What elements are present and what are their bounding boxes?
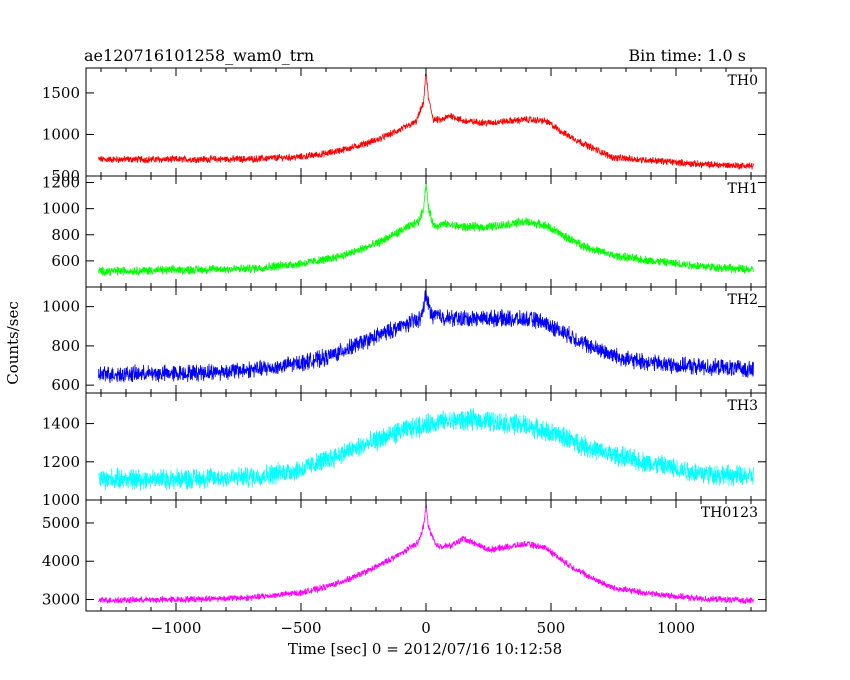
y-tick-label: 600 [51, 376, 80, 394]
series-line-th1 [98, 182, 754, 277]
y-tick-label: 1000 [42, 125, 80, 143]
y-tick-label: 4000 [42, 552, 80, 570]
panel-name-label: TH3 [728, 398, 758, 414]
panel-name-label: TH1 [728, 181, 758, 197]
y-axis-label: Counts/sec [4, 301, 22, 385]
panel-th1: 600 800 1000 1200 TH1 [42, 174, 767, 288]
x-tick-label: 500 [537, 619, 566, 637]
y-tick-label: 600 [51, 252, 80, 270]
y-tick-label: 1000 [42, 298, 80, 316]
panel-name-label: TH0123 [701, 505, 758, 521]
y-tick-label: 1400 [42, 415, 80, 433]
series-line-th0123 [98, 504, 754, 604]
x-tick-label: 1000 [657, 619, 695, 637]
panel-th0: 500 1000 1500 TH0 [42, 67, 767, 185]
panel-name-label: TH2 [728, 292, 758, 308]
y-tick-label: 800 [51, 337, 80, 355]
panel-th3: 1000 1200 1400 TH3 [42, 392, 767, 509]
x-tick-label: −1000 [151, 619, 202, 637]
y-tick-label: 1200 [42, 174, 80, 192]
y-tick-label: 1000 [42, 200, 80, 218]
panel-th2: 600 800 1000 TH2 [42, 286, 767, 394]
y-tick-label: 500 [51, 167, 80, 185]
y-tick-label: 800 [51, 226, 80, 244]
series-line-th3 [98, 408, 754, 491]
chart-title: ae120716101258_wam0_trn [84, 46, 314, 65]
series-line-th2 [98, 289, 754, 384]
y-tick-label: 3000 [42, 591, 80, 609]
x-axis-label: Time [sec] 0 = 2012/07/16 10:12:58 [288, 640, 562, 658]
bin-time-label: Bin time: 1.0 s [628, 46, 746, 65]
y-tick-label: 1500 [42, 84, 80, 102]
panel-name-label: TH0 [728, 73, 758, 89]
series-line-th0 [98, 71, 754, 171]
y-tick-label: 1000 [42, 491, 80, 509]
y-tick-label: 1200 [42, 453, 80, 471]
x-tick-label: 0 [421, 619, 431, 637]
panel-th0123: 3000 4000 5000 TH0123 [42, 499, 767, 612]
y-tick-label: 5000 [42, 514, 80, 532]
x-tick-label: −500 [280, 619, 321, 637]
